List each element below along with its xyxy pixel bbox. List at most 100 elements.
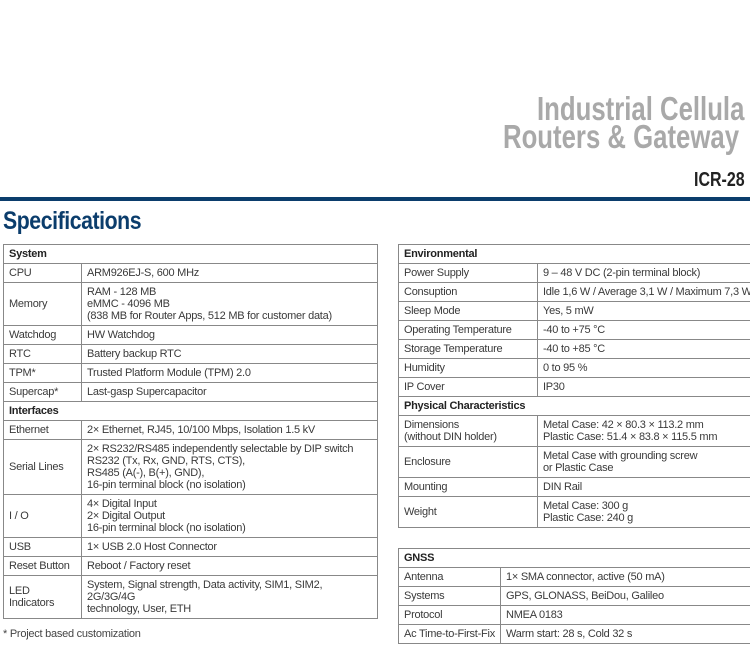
section-title: Physical Characteristics [398,396,750,416]
spec-label: Humidity [398,358,538,378]
table-row: Memory RAM - 128 MB eMMC - 4096 MB (838 M… [3,282,378,326]
spec-value: GPS, GLONASS, BeiDou, Galileo [500,586,750,606]
table-row: Ethernet 2× Ethernet, RJ45, 10/100 Mbps, … [3,420,378,440]
spec-label: Power Supply [398,263,538,283]
spec-label: RTC [3,344,82,364]
spec-value: 2× Ethernet, RJ45, 10/100 Mbps, Isolatio… [81,420,378,440]
table-row: Reset Button Reboot / Factory reset [3,556,378,576]
section-title: Environmental [398,244,750,264]
spec-label: Supercap* [3,382,82,402]
table-row: LED Indicators System, Signal strength, D… [3,575,378,619]
table-row: Antenna 1× SMA connector, active (50 mA) [398,567,750,587]
spec-value: -40 to +75 °C [537,320,750,340]
spec-value: HW Watchdog [81,325,378,345]
spec-value: 9 – 48 V DC (2-pin terminal block) [537,263,750,283]
spec-label: Enclosure [398,446,538,478]
table-row: Watchdog HW Watchdog [3,325,378,345]
spec-value: Idle 1,6 W / Average 3,1 W / Maximum 7,3… [537,282,750,302]
header-title-line2: Routers & Gateway [503,118,740,155]
table-row: CPU ARM926EJ-S, 600 MHz [3,263,378,283]
section-title: System [3,244,378,264]
table-row: Dimensions (without DIN holder) Metal Cas… [398,415,750,447]
spec-value: 2× RS232/RS485 independently selectable … [81,439,378,495]
spec-table-environmental-physical: Environmental Power Supply 9 – 48 V DC (2-… [398,244,750,528]
spec-value: 0 to 95 % [537,358,750,378]
spec-value: Trusted Platform Module (TPM) 2.0 [81,363,378,383]
section-header-row: GNSS [398,548,750,568]
table-row: Systems GPS, GLONASS, BeiDou, Galileo [398,586,750,606]
table-row: Consuption Idle 1,6 W / Average 3,1 W / M… [398,282,750,302]
page-title: Specifications [3,207,142,235]
spec-value: -40 to +85 °C [537,339,750,359]
table-row: IP Cover IP30 [398,377,750,397]
spec-label: Memory [3,282,82,326]
spec-value: Reboot / Factory reset [81,556,378,576]
table-row: Enclosure Metal Case with grounding screw… [398,446,750,478]
spec-label: Mounting [398,477,538,497]
spec-label: Serial Lines [3,439,82,495]
spec-label: CPU [3,263,82,283]
table-row: RTC Battery backup RTC [3,344,378,364]
spec-label: Consuption [398,282,538,302]
spec-label: Weight [398,496,538,528]
spec-label: TPM* [3,363,82,383]
spec-value: System, Signal strength, Data activity, … [81,575,378,619]
table-row: Weight Metal Case: 300 g Plastic Case: 24… [398,496,750,528]
spec-value: 1× USB 2.0 Host Connector [81,537,378,557]
spec-label: IP Cover [398,377,538,397]
spec-value: Battery backup RTC [81,344,378,364]
spec-value: Warm start: 28 s, Cold 32 s [500,624,750,644]
section-header-row: Interfaces [3,401,378,421]
spec-value: 4× Digital Input 2× Digital Output 16-pi… [81,494,378,538]
table-row: Mounting DIN Rail [398,477,750,497]
spec-label: Ethernet [3,420,82,440]
spec-label: Dimensions (without DIN holder) [398,415,538,447]
table-row: Humidity 0 to 95 % [398,358,750,378]
section-header-row: System [3,244,378,264]
section-title: GNSS [398,548,750,568]
section-header-row: Environmental [398,244,750,264]
spec-label: Reset Button [3,556,82,576]
spec-value: IP30 [537,377,750,397]
spec-label: Ac Time-to-First-Fix [398,624,501,644]
spec-table-system-interfaces: System CPU ARM926EJ-S, 600 MHz Memory RAM - … [3,244,378,619]
spec-value: Metal Case with grounding screw or Plast… [537,446,750,478]
table-row: Operating Temperature -40 to +75 °C [398,320,750,340]
spec-value: Last-gasp Supercapacitor [81,382,378,402]
spec-label: Sleep Mode [398,301,538,321]
spec-value: Yes, 5 mW [537,301,750,321]
spec-value: 1× SMA connector, active (50 mA) [500,567,750,587]
table-row: Supercap* Last-gasp Supercapacitor [3,382,378,402]
table-row: Serial Lines 2× RS232/RS485 independently… [3,439,378,495]
table-row: USB 1× USB 2.0 Host Connector [3,537,378,557]
table-row: TPM* Trusted Platform Module (TPM) 2.0 [3,363,378,383]
spec-value: ARM926EJ-S, 600 MHz [81,263,378,283]
header-title-line1: Industrial Cellula [537,90,745,127]
spec-value: NMEA 0183 [500,605,750,625]
spec-value: DIN Rail [537,477,750,497]
spec-label: Storage Temperature [398,339,538,359]
table-row: Storage Temperature -40 to +85 °C [398,339,750,359]
spec-value: RAM - 128 MB eMMC - 4096 MB (838 MB for … [81,282,378,326]
spec-label: Operating Temperature [398,320,538,340]
spec-label: I / O [3,494,82,538]
table-row: Protocol NMEA 0183 [398,605,750,625]
spec-table-gnss: GNSS Antenna 1× SMA connector, active (50 … [398,548,750,644]
model-name: ICR-28 [694,169,745,191]
spec-label: Watchdog [3,325,82,345]
footnote: * Project based customization [3,628,141,640]
table-row: I / O 4× Digital Input 2× Digital Output … [3,494,378,538]
spec-label: Antenna [398,567,501,587]
section-header-row: Physical Characteristics [398,396,750,416]
spec-label: Protocol [398,605,501,625]
table-row: Sleep Mode Yes, 5 mW [398,301,750,321]
spec-label: Systems [398,586,501,606]
table-row: Power Supply 9 – 48 V DC (2-pin terminal … [398,263,750,283]
spec-label: LED Indicators [3,575,82,619]
spec-value: Metal Case: 300 g Plastic Case: 240 g [537,496,750,528]
section-title: Interfaces [3,401,378,421]
spec-value: Metal Case: 42 × 80.3 × 113.2 mm Plastic… [537,415,750,447]
spec-label: USB [3,537,82,557]
header-divider [0,197,750,201]
table-row: Ac Time-to-First-Fix Warm start: 28 s, Co… [398,624,750,644]
